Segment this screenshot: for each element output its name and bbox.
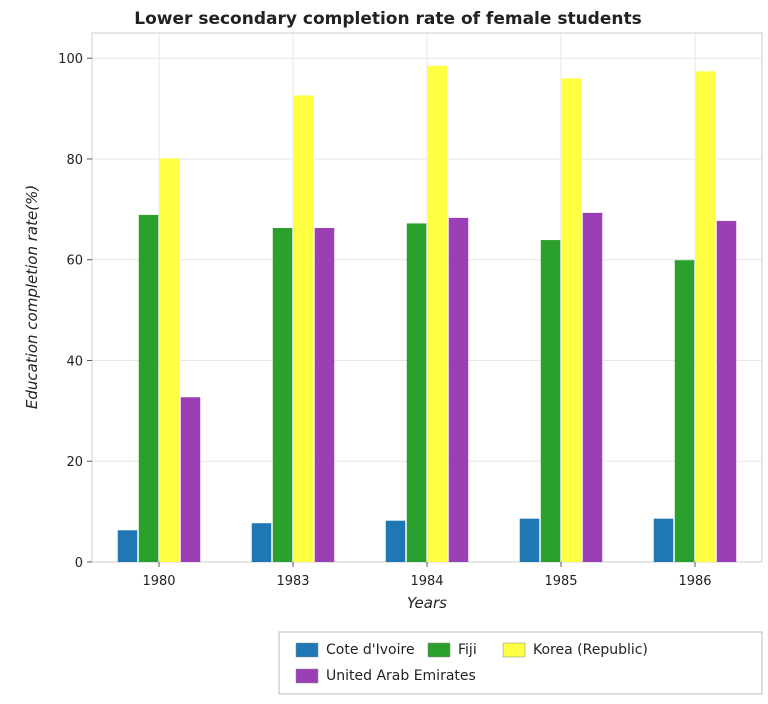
- legend-label: Korea (Republic): [533, 642, 648, 658]
- legend-label: Cote d'Ivoire: [326, 642, 415, 658]
- legend-box: [278, 631, 763, 695]
- legend-label: United Arab Emirates: [326, 668, 476, 684]
- bar-cote-d-ivoire-1980: [117, 530, 138, 562]
- bar-united-arab-emirates-1980: [180, 397, 201, 562]
- bar-korea-republic-1984: [427, 65, 448, 562]
- bar-fiji-1984: [406, 223, 427, 562]
- bar-cote-d-ivoire-1984: [385, 520, 406, 562]
- y-tick-label: 20: [66, 455, 83, 470]
- bar-fiji-1986: [674, 260, 695, 562]
- bars: [117, 65, 737, 563]
- bar-united-arab-emirates-1984: [448, 217, 469, 562]
- grid-lines: [92, 33, 762, 563]
- bar-cote-d-ivoire-1986: [653, 518, 674, 562]
- x-axis-label: Years: [407, 594, 447, 612]
- legend-label: Fiji: [458, 642, 477, 658]
- axes: [87, 32, 763, 567]
- bar-united-arab-emirates-1985: [582, 212, 603, 563]
- x-tick-label: 1986: [678, 574, 711, 589]
- y-tick-label: 100: [58, 52, 83, 67]
- legend: Cote d'Ivoire Fiji Korea (Republic) United …: [278, 631, 763, 695]
- bar-korea-republic-1983: [293, 95, 314, 562]
- x-tick-label: 1980: [142, 574, 175, 589]
- bar-fiji-1985: [540, 240, 561, 562]
- x-tick-label: 1983: [276, 574, 309, 589]
- y-tick-label: 60: [66, 254, 83, 269]
- bar-united-arab-emirates-1983: [314, 227, 335, 562]
- y-tick-label: 0: [75, 556, 83, 571]
- tick-labels: 0 20 40 60 80 100 1980 1983 1984 1985 1986: [58, 52, 711, 589]
- y-tick-label: 80: [66, 153, 83, 168]
- bar-korea-republic-1980: [159, 158, 180, 562]
- legend-swatch: [295, 642, 319, 658]
- bar-fiji-1983: [272, 227, 293, 562]
- x-tick-label: 1985: [544, 574, 577, 589]
- legend-swatch: [295, 668, 319, 684]
- chart-title: Lower secondary completion rate of femal…: [134, 9, 641, 29]
- legend-swatch: [427, 642, 451, 658]
- x-tick-label: 1984: [410, 574, 443, 589]
- bar-united-arab-emirates-1986: [716, 220, 737, 562]
- y-axis-label: Education completion rate(%): [23, 185, 41, 409]
- y-tick-label: 40: [66, 354, 83, 369]
- bar-cote-d-ivoire-1983: [251, 523, 272, 562]
- bar-korea-republic-1986: [695, 71, 716, 562]
- legend-swatch: [502, 642, 526, 658]
- bar-korea-republic-1985: [561, 78, 582, 562]
- bar-cote-d-ivoire-1985: [519, 518, 540, 562]
- bar-fiji-1980: [138, 214, 159, 562]
